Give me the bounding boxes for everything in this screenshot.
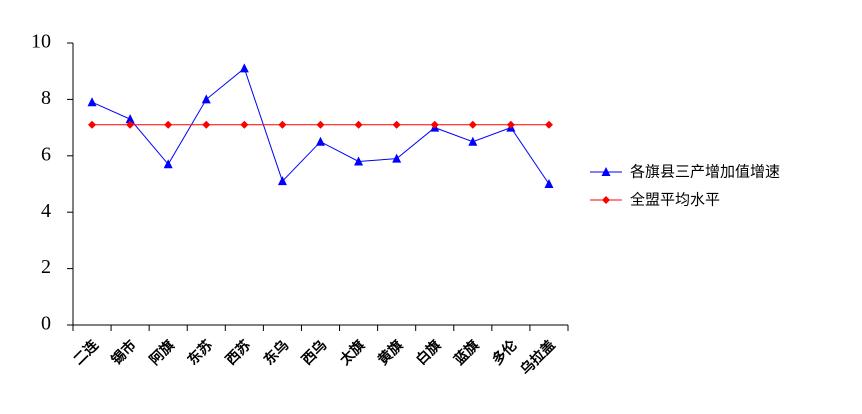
point <box>163 159 173 169</box>
y-tick-label: 10 <box>31 31 51 53</box>
x-tick-label: 二连 <box>70 336 103 369</box>
y-tick-label: 8 <box>41 87 51 109</box>
point <box>392 153 402 163</box>
x-tick-label: 多伦 <box>489 336 522 369</box>
point <box>202 120 211 129</box>
y-tick-label: 2 <box>41 256 51 278</box>
point <box>316 136 325 146</box>
point <box>506 120 515 129</box>
x-tick-label: 东苏 <box>184 337 216 369</box>
point <box>354 156 364 166</box>
point <box>316 120 325 129</box>
legend-label: 全盟平均水平 <box>630 191 720 209</box>
y-tick-label: 4 <box>41 200 51 222</box>
point <box>88 120 97 129</box>
x-tick-label: 阿旗 <box>146 337 178 369</box>
point <box>277 176 287 186</box>
point <box>468 120 477 129</box>
x-tick-label: 蓝旗 <box>451 337 483 369</box>
y-tick-label: 6 <box>41 143 51 165</box>
point <box>240 120 249 129</box>
x-tick-label: 太旗 <box>336 337 368 369</box>
point <box>468 136 478 146</box>
x-tick-label: 黄旗 <box>374 337 406 369</box>
point <box>544 179 554 188</box>
point <box>164 120 173 129</box>
x-tick-label: 白旗 <box>413 337 445 369</box>
point <box>126 120 135 129</box>
point <box>602 196 610 204</box>
point <box>239 63 249 73</box>
legend-label: 各旗县三产增加值增速 <box>630 163 780 181</box>
point <box>392 120 401 129</box>
point <box>601 167 611 176</box>
point <box>278 120 287 129</box>
x-tick-label: 东乌 <box>260 337 292 369</box>
x-tick-label: 西乌 <box>298 337 330 369</box>
point <box>354 120 363 129</box>
x-tick-label: 锡市 <box>108 337 140 369</box>
point <box>201 94 211 104</box>
x-tick-label: 乌拉盖 <box>517 337 559 379</box>
point <box>544 120 553 129</box>
point <box>125 114 135 124</box>
y-tick-label: 0 <box>41 313 51 335</box>
point <box>430 120 439 129</box>
point <box>87 97 97 107</box>
x-tick-label: 西苏 <box>222 337 254 369</box>
